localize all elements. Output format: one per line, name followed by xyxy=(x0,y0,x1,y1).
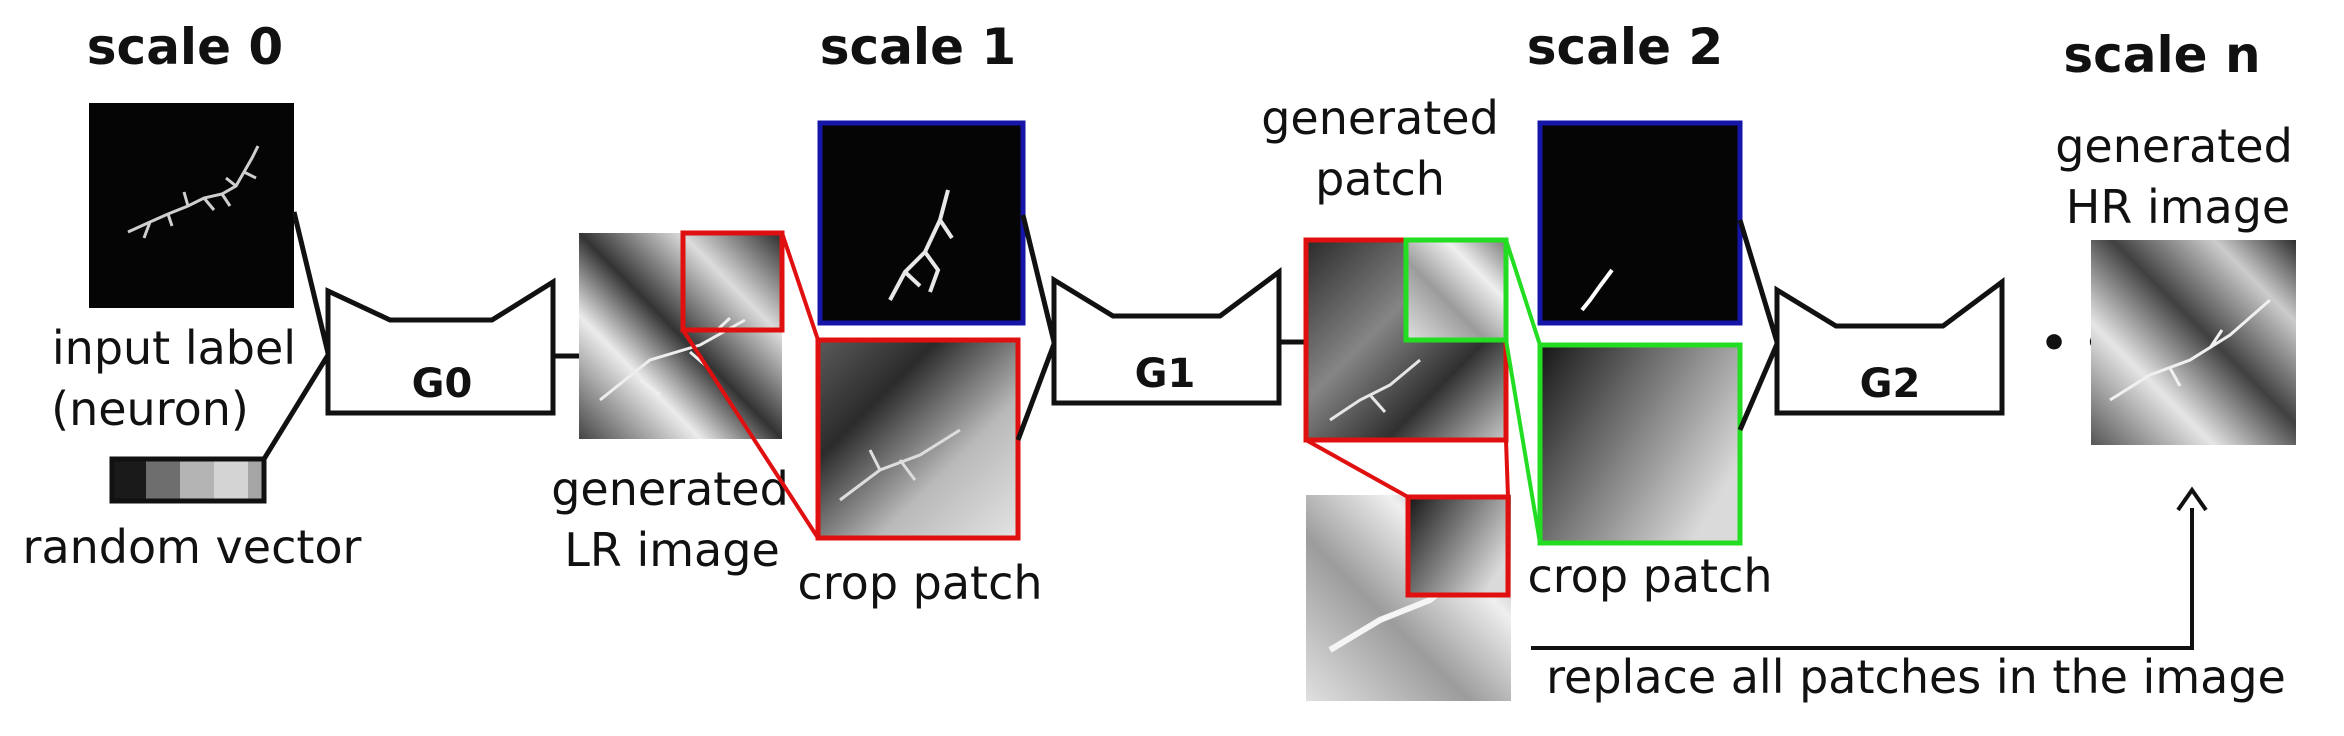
lr-image-texture xyxy=(599,316,746,402)
zoom-line xyxy=(1504,339,1542,544)
connector-line xyxy=(1020,214,1057,343)
connector-line xyxy=(1737,219,1780,343)
replaced-patch-frame xyxy=(1405,494,1511,598)
connector-line xyxy=(1737,343,1780,431)
generator-g0-icon xyxy=(325,277,556,416)
generator-g0-label: G0 xyxy=(412,361,473,407)
random-vector-caption: random vector xyxy=(23,520,362,574)
replaced-patch xyxy=(1408,497,1508,595)
generator-g1-icon xyxy=(1051,267,1282,406)
up-arrow-icon xyxy=(2176,486,2208,512)
zoom-line xyxy=(1305,438,1409,499)
generator-g2-label: G2 xyxy=(1860,361,1921,407)
random-vector-cell xyxy=(214,459,248,501)
generated-hr-caption-line1: generated xyxy=(2055,119,2293,173)
random-vector-cell xyxy=(146,459,180,501)
scale2-crop-patch xyxy=(1540,345,1740,543)
generated-patch-crop-frame xyxy=(1403,237,1509,343)
generated-patch-texture xyxy=(1329,358,1421,422)
zoom-line xyxy=(681,328,820,540)
generator-g1-label: G1 xyxy=(1135,351,1196,397)
scale-0-heading: scale 0 xyxy=(87,18,283,76)
random-vector-frame xyxy=(109,456,267,504)
generated-patch-caption-line1: generated xyxy=(1261,91,1499,145)
hr-image-texture xyxy=(2109,298,2271,402)
scale1-label-patch xyxy=(820,123,1023,323)
generated-lr-caption-line1: generated xyxy=(551,462,789,516)
scale2-crop-frame xyxy=(1537,342,1743,546)
input-label-caption-line1: input label xyxy=(52,321,296,375)
connector-line xyxy=(1015,343,1057,441)
scale-n-heading: scale n xyxy=(2063,26,2260,84)
zoom-line xyxy=(1504,439,1510,498)
generated-patch-subregion xyxy=(1406,240,1506,340)
crop-patch-1-caption: crop patch xyxy=(797,556,1042,610)
lr-crop-region xyxy=(680,230,785,333)
random-vector-cell xyxy=(112,459,146,501)
replace-path-line xyxy=(1531,508,2194,650)
connector-line xyxy=(291,211,331,354)
generated-hr-image xyxy=(2091,240,2296,445)
random-vector-cell xyxy=(180,459,214,501)
crop-patch-2-caption: crop patch xyxy=(1527,549,1772,603)
random-vector-cell xyxy=(248,459,264,501)
zoom-line xyxy=(780,232,820,341)
scale-2-heading: scale 2 xyxy=(1527,18,1723,76)
generated-patch-caption-line2: patch xyxy=(1315,152,1445,206)
scale-1-heading: scale 1 xyxy=(820,18,1016,76)
scale2-neuron-trace xyxy=(1580,268,1614,312)
zoom-line xyxy=(1504,239,1542,346)
replace-caption: replace all patches in the image xyxy=(1546,650,2286,704)
scale1-patch-texture xyxy=(839,428,961,502)
generated-hr-caption-line2: HR image xyxy=(2066,180,2290,234)
generated-lr-caption-line2: LR image xyxy=(564,523,780,577)
scale1-crop-patch xyxy=(818,340,1018,538)
connector-line xyxy=(261,353,331,461)
input-neuron-trace xyxy=(127,145,260,239)
input-label-caption-line2: (neuron) xyxy=(51,382,249,436)
scale2-label-patch xyxy=(1540,123,1740,323)
scale1-neuron-trace xyxy=(888,189,954,301)
generator-g2-icon xyxy=(1774,277,2005,416)
